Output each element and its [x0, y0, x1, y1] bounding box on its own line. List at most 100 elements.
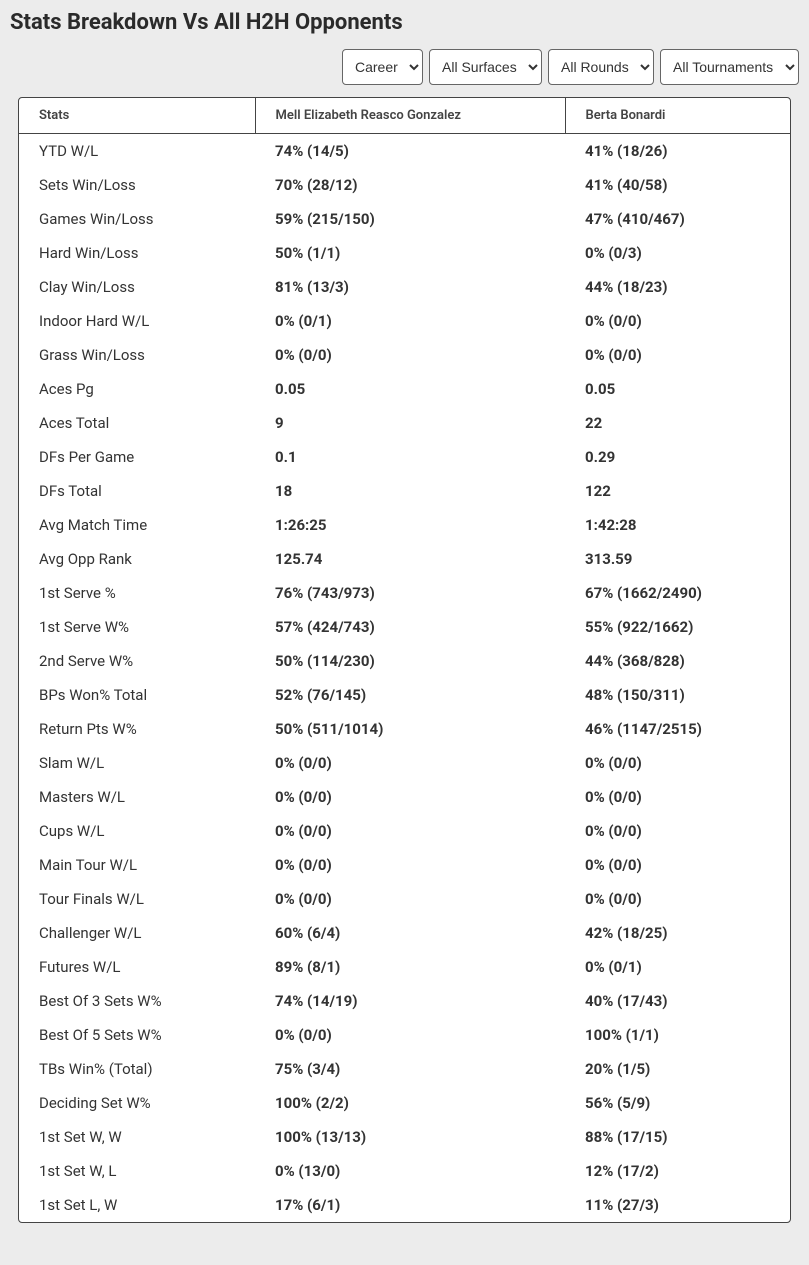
- table-row: 1st Set L, W17% (6/1)11% (27/3): [19, 1188, 790, 1222]
- table-row: Aces Pg0.050.05: [19, 372, 790, 406]
- stat-label: Aces Total: [19, 406, 255, 440]
- player1-value: 9: [255, 406, 565, 440]
- player2-value: 313.59: [565, 542, 790, 576]
- player1-value: 74% (14/5): [255, 134, 565, 169]
- table-row: DFs Per Game0.10.29: [19, 440, 790, 474]
- player1-value: 100% (2/2): [255, 1086, 565, 1120]
- player2-value: 48% (150/311): [565, 678, 790, 712]
- stat-label: Slam W/L: [19, 746, 255, 780]
- player1-value: 0% (0/0): [255, 746, 565, 780]
- table-row: Hard Win/Loss50% (1/1)0% (0/3): [19, 236, 790, 270]
- player2-value: 40% (17/43): [565, 984, 790, 1018]
- stat-label: Masters W/L: [19, 780, 255, 814]
- table-row: Main Tour W/L0% (0/0)0% (0/0): [19, 848, 790, 882]
- stat-label: Challenger W/L: [19, 916, 255, 950]
- player2-value: 122: [565, 474, 790, 508]
- stat-label: Return Pts W%: [19, 712, 255, 746]
- stat-label: 1st Serve %: [19, 576, 255, 610]
- player1-value: 0% (0/0): [255, 1018, 565, 1052]
- stat-label: Best Of 3 Sets W%: [19, 984, 255, 1018]
- stat-label: 1st Set W, W: [19, 1120, 255, 1154]
- player1-value: 70% (28/12): [255, 168, 565, 202]
- player1-value: 0% (0/0): [255, 882, 565, 916]
- surface-select[interactable]: All Surfaces: [429, 49, 542, 85]
- player2-value: 0% (0/1): [565, 950, 790, 984]
- player1-value: 89% (8/1): [255, 950, 565, 984]
- player1-value: 0% (0/0): [255, 848, 565, 882]
- table-header-row: Stats Mell Elizabeth Reasco Gonzalez Ber…: [19, 98, 790, 134]
- player2-value: 100% (1/1): [565, 1018, 790, 1052]
- table-row: Masters W/L0% (0/0)0% (0/0): [19, 780, 790, 814]
- player1-value: 0% (13/0): [255, 1154, 565, 1188]
- player2-value: 0.29: [565, 440, 790, 474]
- player2-value: 0% (0/0): [565, 848, 790, 882]
- table-row: BPs Won% Total52% (76/145)48% (150/311): [19, 678, 790, 712]
- table-row: TBs Win% (Total)75% (3/4)20% (1/5): [19, 1052, 790, 1086]
- stat-label: Deciding Set W%: [19, 1086, 255, 1120]
- player2-value: 55% (922/1662): [565, 610, 790, 644]
- round-select[interactable]: All Rounds: [548, 49, 654, 85]
- player1-value: 18: [255, 474, 565, 508]
- table-row: Indoor Hard W/L0% (0/1)0% (0/0): [19, 304, 790, 338]
- player2-value: 0.05: [565, 372, 790, 406]
- player1-value: 17% (6/1): [255, 1188, 565, 1222]
- table-row: 1st Set W, L0% (13/0)12% (17/2): [19, 1154, 790, 1188]
- stat-label: 2nd Serve W%: [19, 644, 255, 678]
- player2-value: 20% (1/5): [565, 1052, 790, 1086]
- table-row: Return Pts W%50% (511/1014)46% (1147/251…: [19, 712, 790, 746]
- player1-value: 0% (0/0): [255, 814, 565, 848]
- table-row: Grass Win/Loss0% (0/0)0% (0/0): [19, 338, 790, 372]
- stat-label: Cups W/L: [19, 814, 255, 848]
- stat-label: BPs Won% Total: [19, 678, 255, 712]
- table-row: 1st Serve %76% (743/973)67% (1662/2490): [19, 576, 790, 610]
- player2-value: 0% (0/0): [565, 814, 790, 848]
- player1-value: 76% (743/973): [255, 576, 565, 610]
- player1-value: 60% (6/4): [255, 916, 565, 950]
- stat-label: Sets Win/Loss: [19, 168, 255, 202]
- stat-label: Hard Win/Loss: [19, 236, 255, 270]
- player2-value: 41% (40/58): [565, 168, 790, 202]
- table-row: Challenger W/L60% (6/4)42% (18/25): [19, 916, 790, 950]
- player2-value: 0% (0/3): [565, 236, 790, 270]
- stat-label: Tour Finals W/L: [19, 882, 255, 916]
- table-row: YTD W/L74% (14/5)41% (18/26): [19, 134, 790, 169]
- col-player1-header: Mell Elizabeth Reasco Gonzalez: [255, 98, 565, 134]
- player2-value: 42% (18/25): [565, 916, 790, 950]
- player2-value: 46% (1147/2515): [565, 712, 790, 746]
- player1-value: 52% (76/145): [255, 678, 565, 712]
- player2-value: 11% (27/3): [565, 1188, 790, 1222]
- stat-label: Futures W/L: [19, 950, 255, 984]
- player1-value: 50% (511/1014): [255, 712, 565, 746]
- player2-value: 56% (5/9): [565, 1086, 790, 1120]
- player1-value: 0.1: [255, 440, 565, 474]
- player1-value: 1:26:25: [255, 508, 565, 542]
- player2-value: 41% (18/26): [565, 134, 790, 169]
- stat-label: Aces Pg: [19, 372, 255, 406]
- col-player2-header: Berta Bonardi: [565, 98, 790, 134]
- player1-value: 57% (424/743): [255, 610, 565, 644]
- table-row: 1st Serve W%57% (424/743)55% (922/1662): [19, 610, 790, 644]
- table-row: 2nd Serve W%50% (114/230)44% (368/828): [19, 644, 790, 678]
- player1-value: 81% (13/3): [255, 270, 565, 304]
- player1-value: 0.05: [255, 372, 565, 406]
- stat-label: Clay Win/Loss: [19, 270, 255, 304]
- stat-label: Grass Win/Loss: [19, 338, 255, 372]
- player2-value: 44% (18/23): [565, 270, 790, 304]
- tournament-select[interactable]: All Tournaments: [660, 49, 799, 85]
- stat-label: 1st Serve W%: [19, 610, 255, 644]
- table-row: Avg Opp Rank125.74313.59: [19, 542, 790, 576]
- table-row: Best Of 3 Sets W%74% (14/19)40% (17/43): [19, 984, 790, 1018]
- player2-value: 0% (0/0): [565, 746, 790, 780]
- stat-label: YTD W/L: [19, 134, 255, 169]
- player1-value: 50% (1/1): [255, 236, 565, 270]
- period-select[interactable]: Career: [342, 49, 423, 85]
- stat-label: Avg Match Time: [19, 508, 255, 542]
- player1-value: 59% (215/150): [255, 202, 565, 236]
- table-row: Tour Finals W/L0% (0/0)0% (0/0): [19, 882, 790, 916]
- player1-value: 0% (0/1): [255, 304, 565, 338]
- table-row: Clay Win/Loss81% (13/3)44% (18/23): [19, 270, 790, 304]
- table-row: Cups W/L0% (0/0)0% (0/0): [19, 814, 790, 848]
- player2-value: 0% (0/0): [565, 304, 790, 338]
- table-row: Avg Match Time1:26:251:42:28: [19, 508, 790, 542]
- player2-value: 1:42:28: [565, 508, 790, 542]
